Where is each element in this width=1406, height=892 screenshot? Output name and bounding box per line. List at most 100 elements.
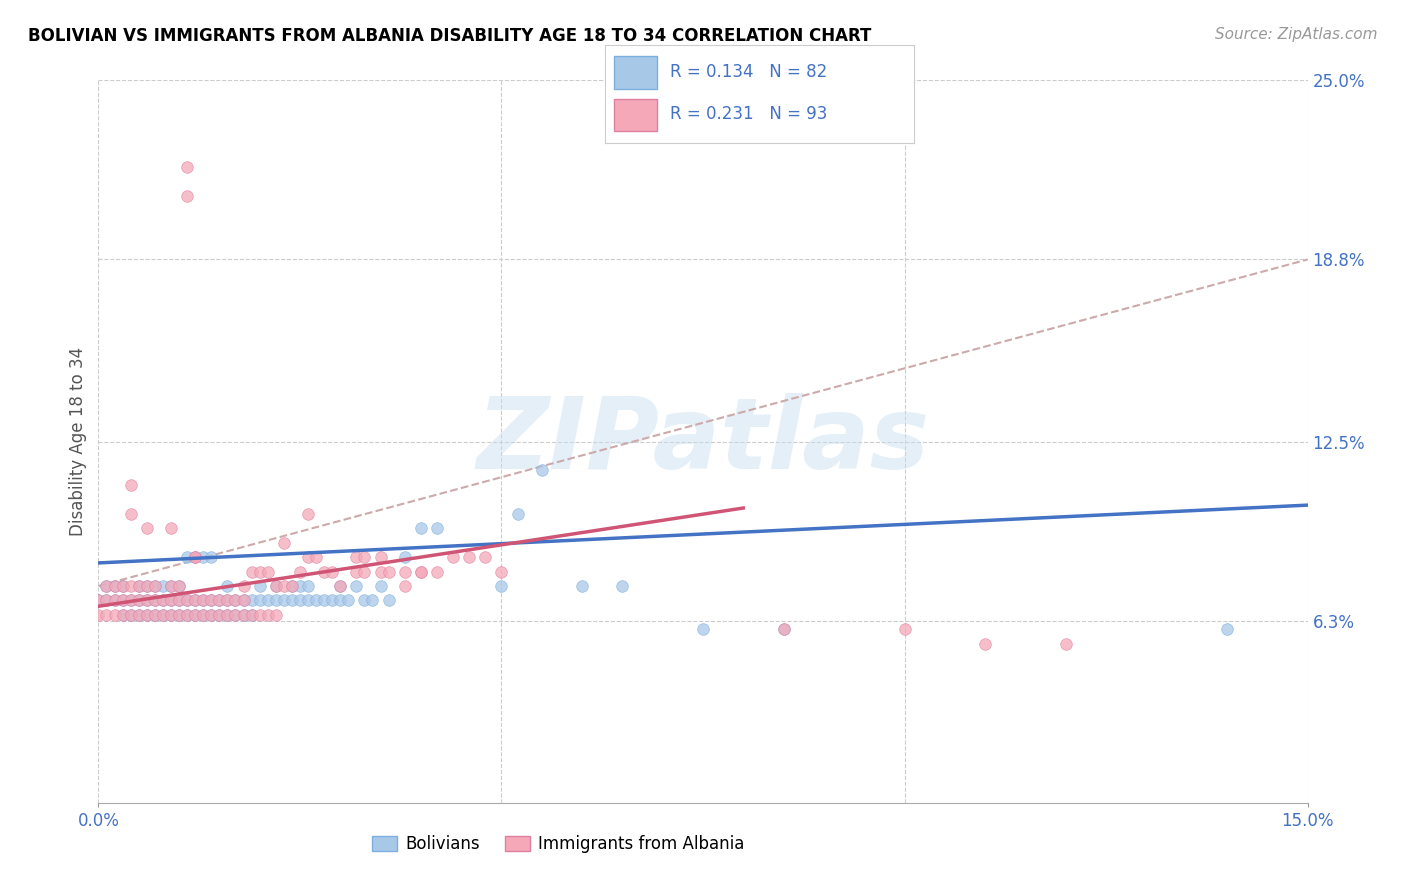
Point — [135, 593, 157, 607]
Point — [128, 579, 150, 593]
Point — [297, 593, 319, 607]
Point — [128, 607, 150, 622]
Point — [232, 593, 254, 607]
Point — [167, 579, 190, 593]
Point — [176, 593, 198, 607]
Point — [135, 593, 157, 607]
Point — [87, 593, 110, 607]
Point — [176, 593, 198, 607]
Point — [176, 550, 198, 565]
Point — [111, 607, 134, 622]
Point — [256, 565, 278, 579]
Point — [772, 623, 794, 637]
Point — [135, 579, 157, 593]
Point — [377, 593, 399, 607]
Point — [217, 607, 239, 622]
Point — [111, 579, 134, 593]
Point — [409, 565, 432, 579]
Point — [273, 593, 295, 607]
Point — [152, 607, 174, 622]
Point — [120, 478, 142, 492]
Point — [281, 579, 304, 593]
Point — [264, 593, 287, 607]
Point — [217, 607, 239, 622]
Point — [96, 607, 118, 622]
Point — [305, 593, 328, 607]
Point — [256, 593, 278, 607]
Point — [240, 565, 263, 579]
Point — [249, 565, 271, 579]
Point — [394, 550, 416, 565]
Point — [281, 593, 304, 607]
Point — [200, 593, 222, 607]
Point — [184, 593, 207, 607]
Point — [256, 607, 278, 622]
Point — [224, 593, 246, 607]
Point — [297, 507, 319, 521]
Point — [120, 579, 142, 593]
Point — [344, 565, 367, 579]
Point — [232, 607, 254, 622]
Point — [329, 593, 352, 607]
Point — [232, 607, 254, 622]
Point — [135, 607, 157, 622]
Point — [409, 565, 432, 579]
Point — [103, 593, 125, 607]
Point — [249, 579, 271, 593]
Point — [96, 593, 118, 607]
Point — [370, 579, 392, 593]
Point — [273, 535, 295, 549]
Point — [314, 565, 336, 579]
Point — [128, 593, 150, 607]
Point — [571, 579, 593, 593]
Point — [160, 607, 183, 622]
Point — [224, 593, 246, 607]
Point — [160, 607, 183, 622]
Point — [893, 623, 915, 637]
Point — [692, 623, 714, 637]
Point — [217, 593, 239, 607]
Point — [152, 579, 174, 593]
Point — [193, 593, 215, 607]
Point — [120, 593, 142, 607]
Point — [232, 593, 254, 607]
Point — [458, 550, 481, 565]
Point — [200, 607, 222, 622]
Point — [273, 579, 295, 593]
Point — [167, 579, 190, 593]
Point — [176, 607, 198, 622]
Point — [217, 593, 239, 607]
Point — [120, 607, 142, 622]
Point — [297, 550, 319, 565]
Point — [135, 607, 157, 622]
Point — [103, 579, 125, 593]
Point — [167, 607, 190, 622]
Point — [193, 550, 215, 565]
Point — [474, 550, 496, 565]
Point — [208, 593, 231, 607]
Point — [111, 579, 134, 593]
Point — [120, 607, 142, 622]
Point — [344, 550, 367, 565]
Point — [426, 565, 449, 579]
Point — [240, 607, 263, 622]
Point — [96, 579, 118, 593]
Point — [249, 593, 271, 607]
Point — [974, 637, 997, 651]
Point — [361, 593, 384, 607]
Point — [184, 607, 207, 622]
Point — [321, 593, 343, 607]
Point — [152, 593, 174, 607]
Point — [128, 607, 150, 622]
Point — [135, 521, 157, 535]
Point — [394, 579, 416, 593]
Point — [193, 593, 215, 607]
Point — [530, 463, 553, 477]
Point — [176, 607, 198, 622]
Point — [160, 579, 183, 593]
Point — [441, 550, 464, 565]
Point — [152, 593, 174, 607]
Point — [314, 593, 336, 607]
Point — [152, 607, 174, 622]
Point — [167, 607, 190, 622]
